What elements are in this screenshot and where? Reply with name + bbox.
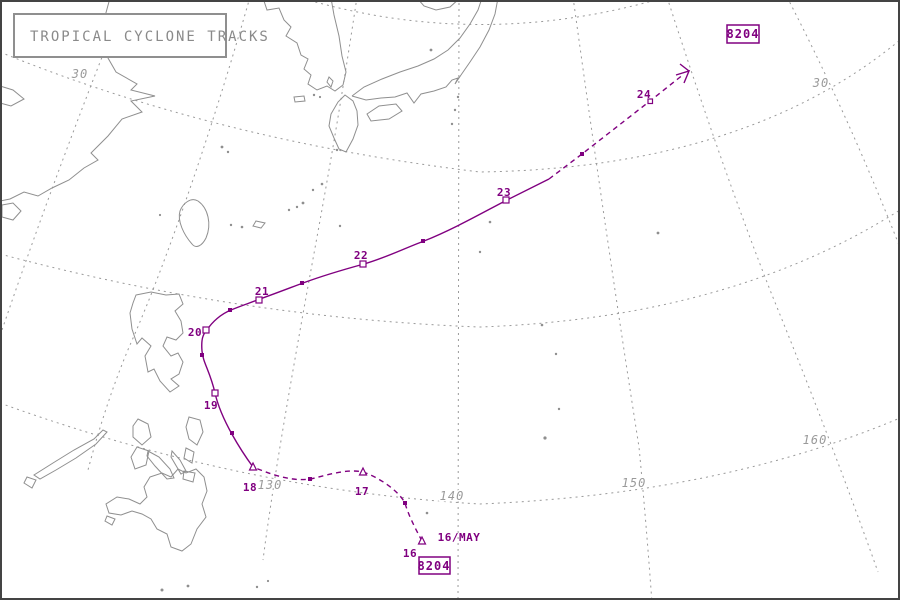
track-markers-daily (202, 98, 654, 545)
coast-palawan-sw (23, 476, 37, 489)
island-specks (158, 48, 660, 592)
coast-okinawa (252, 220, 266, 229)
coast-bohol (182, 470, 196, 483)
track-day-labels: 16 16/MAY 17 18 19 20 21 22 23 24 (188, 88, 651, 560)
meridian-140e (457, 0, 460, 600)
coast-luzon (129, 291, 184, 393)
track-start-date-label: 16/MAY (438, 531, 481, 544)
cyclone-track: 16 16/MAY 17 18 19 20 21 22 23 24 8204 8… (188, 24, 760, 575)
storm-id-box-bottom: 8204 (418, 556, 451, 575)
page-title: TROPICAL CYCLONE TRACKS (30, 29, 270, 45)
coast-korea (263, 0, 347, 92)
lon-label-130: 130 (258, 478, 283, 492)
coast-china (0, 0, 156, 202)
lat-label-30-left: 30 (71, 67, 88, 81)
meridian-120e (87, 0, 250, 471)
coast-mindanao (105, 468, 208, 552)
title-box: TROPICAL CYCLONE TRACKS (13, 13, 270, 58)
track-day-label: 19 (204, 399, 218, 412)
track-day-label: 23 (497, 186, 511, 199)
coast-taiwan (178, 199, 210, 247)
storm-id-label: 8204 (727, 27, 760, 41)
track-arrow-icon (675, 63, 691, 84)
lon-label-160: 160 (803, 433, 828, 447)
track-segment-storm (201, 178, 550, 468)
track-day-label: 16 (403, 547, 417, 560)
coast-basilan (104, 515, 116, 526)
coast-mindoro (132, 418, 152, 446)
coast-palawan (33, 429, 108, 480)
coast-cheju (293, 95, 306, 103)
coast-hainan (1, 202, 22, 221)
track-day-label: 21 (255, 285, 269, 298)
coast-shandong (0, 85, 25, 107)
meridian-130e (262, 0, 358, 561)
track-day-label: 24 (637, 88, 651, 101)
meridian-160e (667, 0, 879, 573)
storm-id-box-top: 8204 (726, 24, 760, 44)
coast-shikoku (366, 103, 403, 122)
parallel-20n (0, 209, 900, 328)
lon-label-150: 150 (622, 476, 647, 490)
lon-label-140: 140 (440, 489, 465, 503)
meridian-170e (787, 0, 900, 246)
coast-panay (130, 446, 150, 470)
storm-id-label: 8204 (418, 559, 451, 573)
track-day-label: 17 (355, 485, 369, 498)
track-day-label: 22 (354, 249, 368, 262)
meridian-110e (1, 51, 105, 331)
coast-samar (185, 416, 204, 446)
lat-label-30-right: 30 (812, 76, 829, 90)
coast-kyushu (328, 94, 359, 153)
track-segment-extratropical (548, 73, 685, 180)
track-markers-12h (200, 152, 584, 505)
coast-honshu-north (351, 0, 482, 97)
track-day-label: 20 (188, 326, 202, 339)
coastlines (0, 0, 660, 592)
coast-leyte (183, 447, 195, 464)
parallel-30n (0, 39, 900, 173)
coast-hokkaido-tip (418, 0, 459, 11)
coast-tsushima (326, 76, 334, 89)
track-day-label: 18 (243, 481, 257, 494)
coast-negros (146, 450, 175, 480)
coast-honshu-south (351, 0, 499, 104)
